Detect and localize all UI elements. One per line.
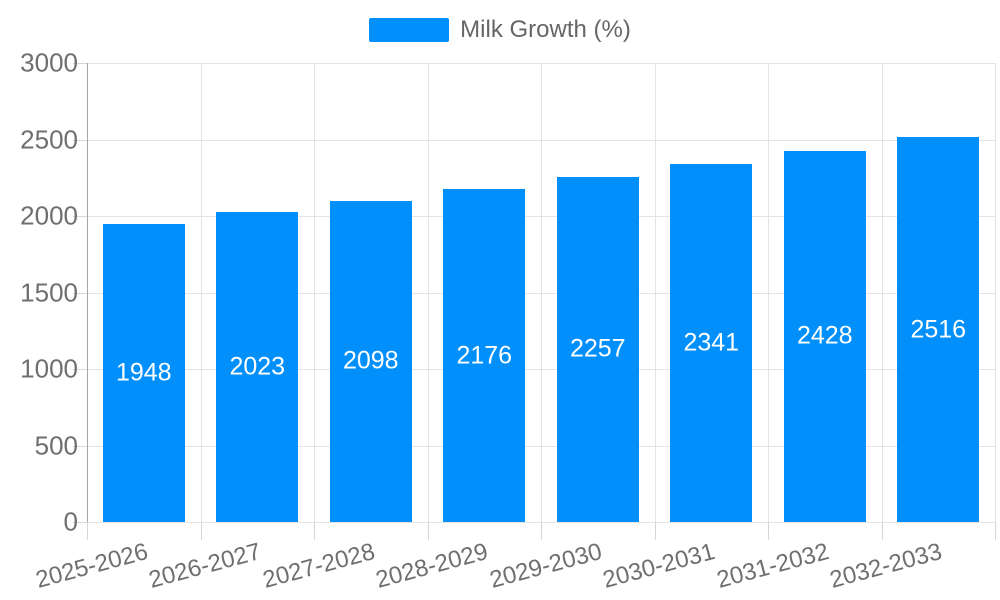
y-axis-tick: [73, 445, 87, 447]
x-axis-tick: [995, 522, 996, 540]
x-axis-tick: [314, 522, 315, 540]
bar-2026-2027[interactable]: 2023: [216, 212, 299, 522]
x-axis-label: 2025-2026: [32, 538, 151, 594]
bar-value-label: 1948: [115, 358, 172, 387]
bar-value-label: 2098: [342, 346, 399, 375]
x-axis-label: 2031-2032: [713, 538, 832, 594]
x-axis-label: 2030-2031: [600, 538, 719, 594]
x-axis-label: 2029-2030: [486, 538, 605, 594]
x-axis-tick: [768, 522, 769, 540]
bar-2025-2026[interactable]: 1948: [102, 223, 185, 522]
bar-2032-2033[interactable]: 2516: [897, 137, 980, 522]
bar-value-label: 2176: [456, 341, 513, 370]
gridline-vertical: [541, 63, 542, 522]
bar-value-label: 2516: [910, 315, 967, 344]
gridline-vertical: [654, 63, 656, 522]
x-axis-tick: [87, 522, 88, 540]
y-axis-label: 1000: [20, 353, 78, 384]
bar-2031-2032[interactable]: 2428: [783, 150, 866, 522]
x-axis-tick: [200, 522, 202, 540]
bar-2027-2028[interactable]: 2098: [329, 201, 412, 522]
legend-swatch: [369, 18, 450, 43]
gridline-vertical: [995, 63, 996, 522]
y-axis-border: [87, 63, 88, 522]
bar-value-label: 2257: [569, 334, 626, 363]
gridline-vertical: [768, 63, 769, 522]
gridline-vertical: [427, 63, 429, 522]
x-axis-tick: [427, 522, 429, 540]
x-axis-tick: [881, 522, 883, 540]
legend-label: Milk Growth (%): [460, 16, 631, 43]
y-axis-tick: [73, 63, 87, 64]
y-axis-tick: [73, 139, 87, 141]
bar-2030-2031[interactable]: 2341: [670, 163, 753, 522]
x-axis-label: 2027-2028: [259, 538, 378, 594]
x-axis-label: 2028-2029: [373, 538, 492, 594]
y-axis-label: 2000: [20, 200, 78, 231]
gridline-vertical: [314, 63, 315, 522]
x-axis-label: 2026-2027: [146, 538, 265, 594]
y-axis-label: 0: [63, 506, 78, 537]
x-axis-tick: [541, 522, 542, 540]
chart-legend[interactable]: Milk Growth (%): [0, 16, 1000, 45]
y-axis-label: 1500: [20, 277, 78, 307]
y-axis-tick: [73, 216, 87, 217]
y-axis-tick: [73, 522, 87, 523]
gridline-vertical: [881, 63, 883, 522]
y-axis-label: 500: [34, 430, 78, 460]
bar-2028-2029[interactable]: 2176: [443, 189, 526, 522]
y-axis-label: 3000: [20, 47, 78, 78]
bar-value-label: 2428: [796, 321, 853, 350]
y-axis-label: 2500: [20, 124, 78, 154]
y-axis-tick: [73, 292, 87, 294]
bar-value-label: 2341: [683, 328, 740, 357]
x-axis-tick: [654, 522, 656, 540]
y-axis-tick: [73, 369, 87, 370]
bar-2029-2030[interactable]: 2257: [556, 176, 639, 522]
bar-value-label: 2023: [229, 352, 286, 381]
x-axis-label: 2032-2033: [827, 538, 946, 594]
gridline-vertical: [200, 63, 202, 522]
